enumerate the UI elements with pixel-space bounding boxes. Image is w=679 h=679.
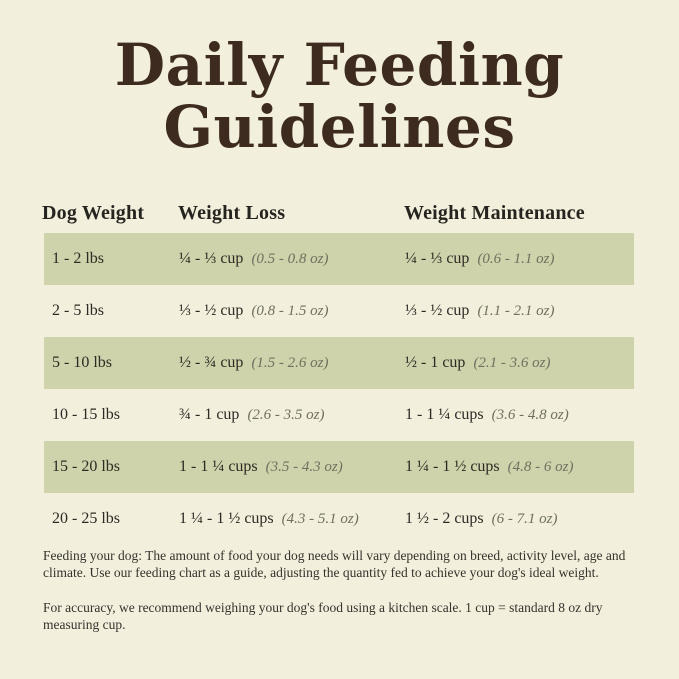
weight-loss-amount: ⅓ - ½ cup — [179, 302, 244, 319]
page-title: Daily Feeding Guidelines — [0, 34, 679, 158]
weight-maintenance-amount: 1 ¼ - 1 ½ cups — [405, 458, 500, 475]
weight-maintenance-amount: ½ - 1 cup — [405, 354, 466, 371]
weight-maintenance-amount: 1 ½ - 2 cups — [405, 510, 484, 527]
weight-maintenance-oz: (4.8 - 6 oz) — [507, 459, 574, 475]
weight-maintenance-oz: (0.6 - 1.1 oz) — [477, 251, 555, 267]
weight-loss-oz: (2.6 - 3.5 oz) — [247, 407, 325, 423]
page-title-line1: Daily Feeding — [114, 31, 565, 99]
weight-loss-amount: 1 ¼ - 1 ½ cups — [179, 510, 274, 527]
dog-weight-cell: 20 - 25 lbs — [52, 510, 120, 527]
weight-maintenance-amount: 1 - 1 ¼ cups — [405, 406, 484, 423]
weight-loss-oz: (3.5 - 4.3 oz) — [265, 459, 343, 475]
column-header-weight-loss: Weight Loss — [178, 202, 286, 224]
weight-maintenance-cell: ½ - 1 cup (2.1 - 3.6 oz) — [405, 354, 634, 372]
table-row: 5 - 10 lbs ½ - ¾ cup (1.5 - 2.6 oz) ½ - … — [44, 337, 634, 389]
weight-loss-oz: (4.3 - 5.1 oz) — [281, 511, 359, 527]
feeding-table: 1 - 2 lbs ¼ - ⅓ cup (0.5 - 0.8 oz) ¼ - ⅓… — [44, 233, 634, 545]
weight-maintenance-oz: (2.1 - 3.6 oz) — [473, 355, 551, 371]
weight-loss-oz: (1.5 - 2.6 oz) — [251, 355, 329, 371]
table-row: 2 - 5 lbs ⅓ - ½ cup (0.8 - 1.5 oz) ⅓ - ½… — [44, 285, 634, 337]
weight-maintenance-oz: (3.6 - 4.8 oz) — [491, 407, 569, 423]
weight-loss-amount: ¾ - 1 cup — [179, 406, 240, 423]
page-title-line2: Guidelines — [163, 93, 516, 161]
table-row: 1 - 2 lbs ¼ - ⅓ cup (0.5 - 0.8 oz) ¼ - ⅓… — [44, 233, 634, 285]
column-header-dog-weight: Dog Weight — [42, 202, 145, 224]
dog-weight-cell: 1 - 2 lbs — [52, 250, 104, 267]
weight-maintenance-amount: ¼ - ⅓ cup — [405, 250, 470, 267]
dog-weight-cell: 15 - 20 lbs — [52, 458, 120, 475]
weight-maintenance-cell: 1 - 1 ¼ cups (3.6 - 4.8 oz) — [405, 406, 634, 424]
weight-maintenance-cell: 1 ¼ - 1 ½ cups (4.8 - 6 oz) — [405, 458, 634, 476]
weight-loss-cell: ¼ - ⅓ cup (0.5 - 0.8 oz) — [179, 250, 405, 268]
weight-maintenance-cell: ⅓ - ½ cup (1.1 - 2.1 oz) — [405, 302, 634, 320]
weight-loss-cell: 1 - 1 ¼ cups (3.5 - 4.3 oz) — [179, 458, 405, 476]
weight-maintenance-cell: ¼ - ⅓ cup (0.6 - 1.1 oz) — [405, 250, 634, 268]
weight-loss-oz: (0.8 - 1.5 oz) — [251, 303, 329, 319]
weight-loss-cell: ¾ - 1 cup (2.6 - 3.5 oz) — [179, 406, 405, 424]
weight-loss-cell: 1 ¼ - 1 ½ cups (4.3 - 5.1 oz) — [179, 510, 405, 528]
table-row: 15 - 20 lbs 1 - 1 ¼ cups (3.5 - 4.3 oz) … — [44, 441, 634, 493]
weight-loss-amount: ½ - ¾ cup — [179, 354, 244, 371]
weight-loss-amount: 1 - 1 ¼ cups — [179, 458, 258, 475]
feeding-note: Feeding your dog: The amount of food you… — [43, 548, 626, 580]
weight-loss-cell: ½ - ¾ cup (1.5 - 2.6 oz) — [179, 354, 405, 372]
dog-weight-cell: 10 - 15 lbs — [52, 406, 120, 423]
dog-weight-cell: 2 - 5 lbs — [52, 302, 104, 319]
table-row: 20 - 25 lbs 1 ¼ - 1 ½ cups (4.3 - 5.1 oz… — [44, 493, 634, 545]
weight-maintenance-oz: (6 - 7.1 oz) — [491, 511, 558, 527]
accuracy-note: For accuracy, we recommend weighing your… — [43, 600, 603, 632]
weight-loss-oz: (0.5 - 0.8 oz) — [251, 251, 329, 267]
column-header-weight-maintenance: Weight Maintenance — [404, 202, 585, 224]
weight-maintenance-amount: ⅓ - ½ cup — [405, 302, 470, 319]
weight-loss-cell: ⅓ - ½ cup (0.8 - 1.5 oz) — [179, 302, 405, 320]
dog-weight-cell: 5 - 10 lbs — [52, 354, 112, 371]
weight-maintenance-cell: 1 ½ - 2 cups (6 - 7.1 oz) — [405, 510, 634, 528]
weight-loss-amount: ¼ - ⅓ cup — [179, 250, 244, 267]
weight-maintenance-oz: (1.1 - 2.1 oz) — [477, 303, 555, 319]
table-header-row: Dog Weight Weight Loss Weight Maintenanc… — [42, 202, 642, 225]
table-row: 10 - 15 lbs ¾ - 1 cup (2.6 - 3.5 oz) 1 -… — [44, 389, 634, 441]
